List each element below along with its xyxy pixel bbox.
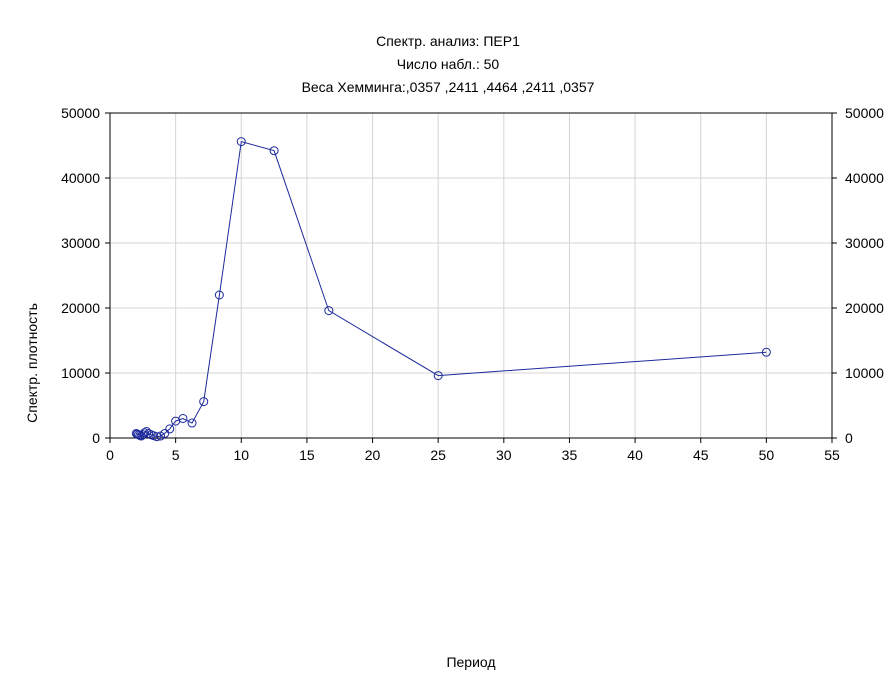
x-tick-label: 40 — [627, 447, 643, 463]
x-tick-label: 55 — [824, 447, 840, 463]
data-point — [132, 429, 142, 439]
chart-subtitle-observations: Число набл.: 50 — [396, 56, 500, 72]
chart-title: Спектр. анализ: ПЕР1 — [376, 33, 520, 49]
data-point — [131, 428, 141, 438]
x-tick-label: 50 — [759, 447, 775, 463]
y-tick-label-left: 40000 — [61, 170, 100, 186]
x-tick-label: 15 — [299, 447, 315, 463]
data-point — [324, 306, 334, 316]
data-point — [187, 418, 197, 428]
y-tick-label-right: 20000 — [845, 300, 884, 316]
y-tick-label-left: 10000 — [61, 365, 100, 381]
y-axis-label: Спектр. плотность — [24, 303, 40, 423]
x-tick-label: 30 — [496, 447, 512, 463]
x-tick-label: 0 — [106, 447, 114, 463]
data-point — [433, 371, 443, 381]
plot-frame — [109, 112, 833, 439]
y-tick-label-left: 0 — [92, 430, 100, 446]
data-point — [761, 347, 771, 357]
chart-subtitle-weights: Веса Хемминга:,0357 ,2411 ,4464 ,2411 ,0… — [301, 79, 595, 95]
x-tick-label: 35 — [562, 447, 578, 463]
x-tick-label: 20 — [365, 447, 381, 463]
data-point — [199, 397, 209, 407]
y-tick-label-right: 10000 — [845, 365, 884, 381]
y-tick-label-right: 0 — [845, 430, 853, 446]
x-tick-label: 25 — [430, 447, 446, 463]
x-tick-label: 10 — [233, 447, 249, 463]
data-series — [131, 137, 771, 442]
x-tick-label: 5 — [172, 447, 180, 463]
x-axis-label: Период — [446, 654, 495, 670]
grid-lines — [110, 113, 832, 438]
data-point — [214, 290, 224, 300]
x-tick-label: 45 — [693, 447, 709, 463]
y-tick-label-right: 30000 — [845, 235, 884, 251]
series-line — [136, 140, 767, 438]
data-point — [269, 146, 279, 156]
y-tick-label-right: 50000 — [845, 105, 884, 121]
data-point — [236, 137, 246, 147]
y-tick-label-left: 20000 — [61, 300, 100, 316]
data-point — [165, 424, 175, 434]
y-tick-label-right: 40000 — [845, 170, 884, 186]
y-tick-label-left: 30000 — [61, 235, 100, 251]
y-tick-label-left: 50000 — [61, 105, 100, 121]
data-point — [171, 416, 181, 426]
data-point — [156, 431, 166, 441]
data-point — [138, 430, 148, 440]
data-point — [133, 430, 143, 440]
